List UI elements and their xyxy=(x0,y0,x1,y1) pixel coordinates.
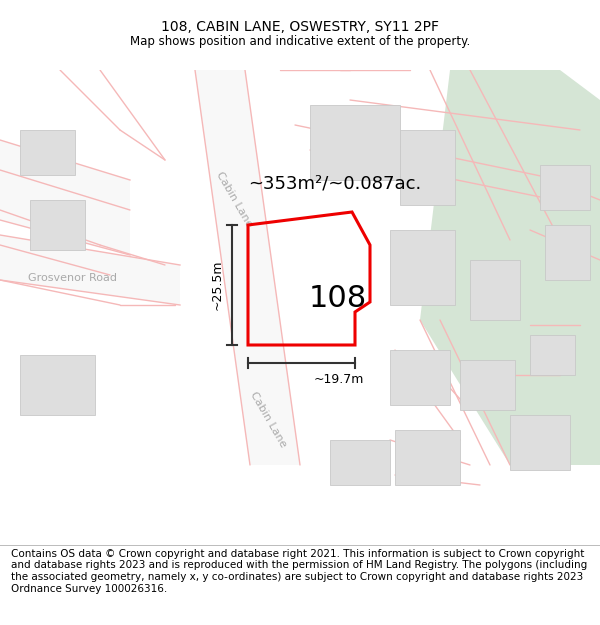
Text: 108: 108 xyxy=(309,284,367,313)
Polygon shape xyxy=(195,70,300,465)
Text: ~25.5m: ~25.5m xyxy=(211,260,224,310)
Bar xyxy=(395,430,460,485)
Text: ~353m²/~0.087ac.: ~353m²/~0.087ac. xyxy=(248,174,421,192)
Polygon shape xyxy=(0,140,130,255)
Bar xyxy=(20,355,95,415)
Text: Map shows position and indicative extent of the property.: Map shows position and indicative extent… xyxy=(130,36,470,48)
Bar xyxy=(330,440,390,485)
Bar xyxy=(540,165,590,210)
Bar xyxy=(460,360,515,410)
Bar xyxy=(20,130,75,175)
Bar xyxy=(390,350,450,405)
Bar xyxy=(30,200,85,250)
Text: Contains OS data © Crown copyright and database right 2021. This information is : Contains OS data © Crown copyright and d… xyxy=(11,549,587,594)
Polygon shape xyxy=(420,70,600,465)
Bar xyxy=(545,225,590,280)
Bar xyxy=(470,260,520,320)
Text: 108, CABIN LANE, OSWESTRY, SY11 2PF: 108, CABIN LANE, OSWESTRY, SY11 2PF xyxy=(161,20,439,34)
Polygon shape xyxy=(0,235,180,305)
Text: Grosvenor Road: Grosvenor Road xyxy=(28,273,116,283)
Bar xyxy=(400,130,455,205)
Text: Cabin Lane: Cabin Lane xyxy=(214,171,254,229)
Bar xyxy=(510,415,570,470)
Bar xyxy=(530,335,575,375)
Text: Cabin Lane: Cabin Lane xyxy=(248,391,288,449)
Text: ~19.7m: ~19.7m xyxy=(314,373,364,386)
Bar xyxy=(390,230,455,305)
Bar xyxy=(310,105,400,180)
